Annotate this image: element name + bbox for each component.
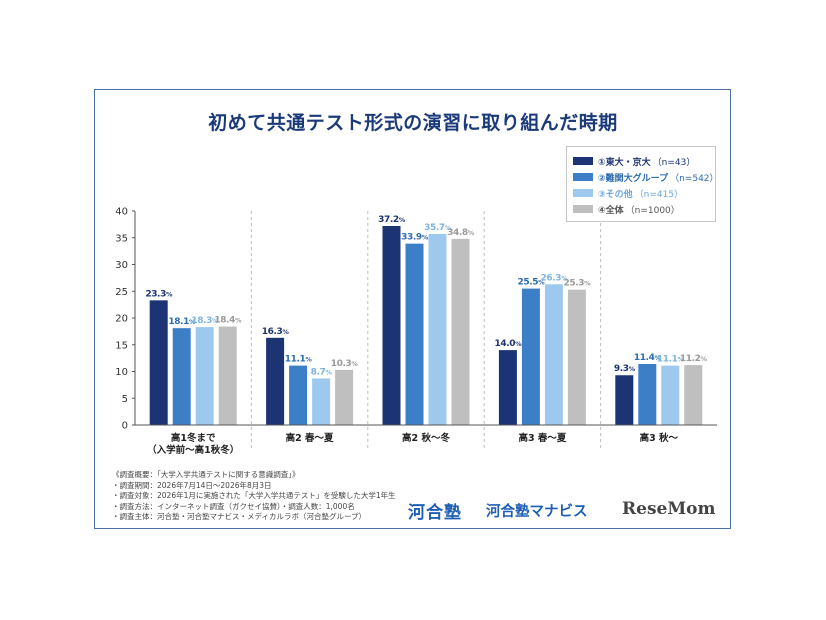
bar-value-label: 11.2% — [680, 354, 708, 364]
note-line: ・調査方法：インターネット調査（ガクセイ協賛）・調査人数：1,000名 — [112, 501, 355, 511]
bar-value-label: 14.0% — [495, 339, 523, 349]
legend-label: ③その他 — [598, 189, 633, 200]
resemom-logo: ReseMom — [622, 499, 716, 519]
chart-title: 初めて共通テスト形式の演習に取り組んだ時期 — [208, 112, 618, 134]
legend-n: （n=43） — [652, 157, 696, 168]
category-label: 高2 春〜夏 — [286, 432, 334, 444]
bar — [544, 284, 563, 425]
bar-value-label: 11.4% — [634, 353, 662, 363]
y-tick-label: 15 — [115, 340, 128, 351]
bar — [382, 225, 401, 425]
y-tick-label: 25 — [115, 287, 128, 298]
category-label: 高3 春〜夏 — [518, 432, 566, 444]
bar — [428, 234, 447, 425]
legend-n: （n=1000） — [625, 205, 680, 216]
y-tick-label: 30 — [115, 260, 128, 271]
bar-value-label: 34.8% — [447, 228, 475, 238]
legend-n: （n=415） — [634, 189, 684, 200]
bar — [172, 328, 191, 425]
bar-value-label: 16.3% — [262, 327, 290, 337]
bar — [149, 300, 168, 425]
bar — [661, 365, 680, 425]
bar-value-label: 18.3% — [191, 316, 219, 326]
legend-swatch — [573, 157, 593, 165]
category-label: 高1冬まで — [171, 432, 216, 444]
legend-label: ②難関大グループ — [598, 173, 669, 184]
bar-value-label: 9.3% — [614, 364, 636, 374]
bar — [266, 337, 285, 425]
category-label: 高2 秋〜冬 — [402, 432, 450, 444]
legend-swatch — [573, 189, 593, 197]
y-tick-label: 5 — [122, 394, 128, 405]
legend-item-tokyo-kyoto: ①東大・京大 （n=43） — [573, 153, 709, 169]
survey-notes: 《調査概要：「大学入学共通テストに関する意識調査」》 ・調査期間：2026年7月… — [112, 470, 412, 523]
bar-value-label: 25.3% — [564, 279, 592, 289]
bar — [405, 243, 424, 425]
chart-legend: ①東大・京大 （n=43） ②難関大グループ （n=542） ③その他 （n=4… — [566, 146, 719, 222]
legend-item-difficult-group: ②難関大グループ （n=542） — [573, 169, 719, 185]
note-line: 《調査概要：「大学入学共通テストに関する意識調査」》 — [112, 470, 300, 479]
bar — [289, 365, 308, 425]
legend-n: （n=542） — [670, 173, 719, 184]
bar — [451, 238, 470, 425]
category-label: 高3 秋〜 — [640, 432, 679, 444]
bar — [195, 327, 214, 425]
bar-value-label: 35.7% — [424, 223, 452, 233]
note-line: ・調査対象：2026年1月に実施された「大学入学共通テスト」を受験した大学1年生 — [112, 491, 396, 500]
manabis-logo: 河合塾マナビス — [486, 504, 588, 520]
bar-value-label: 26.3% — [541, 273, 569, 283]
bar-value-label: 11.1% — [285, 355, 313, 365]
y-tick-label: 10 — [115, 367, 128, 378]
kawaijuku-logo: 河合塾 — [408, 503, 462, 523]
y-tick-label: 0 — [122, 421, 128, 432]
bar — [498, 350, 517, 425]
legend-item-other: ③その他 （n=415） — [573, 185, 709, 201]
bar-value-label: 8.7% — [311, 367, 333, 377]
bar-value-label: 33.9% — [401, 233, 429, 243]
note-line: ・調査主体：河合塾・河合塾マナビス・メディカルラボ（河合塾グループ） — [112, 512, 367, 521]
bar-value-label: 10.3% — [331, 359, 359, 369]
bar — [684, 365, 703, 425]
bar-value-label: 18.1% — [168, 317, 196, 327]
bar — [335, 369, 354, 425]
bar-value-label: 25.5% — [518, 278, 546, 288]
y-tick-label: 40 — [115, 207, 128, 218]
legend-item-all: ④全体 （n=1000） — [573, 201, 709, 217]
legend-label: ①東大・京大 — [598, 157, 651, 168]
y-tick-label: 20 — [115, 314, 128, 325]
bar — [567, 289, 586, 425]
bar-value-label: 23.3% — [145, 289, 173, 299]
bar — [312, 378, 331, 425]
legend-label: ④全体 — [598, 205, 624, 216]
bar-value-label: 37.2% — [378, 215, 406, 225]
bar — [218, 326, 237, 425]
legend-swatch — [573, 173, 593, 181]
y-tick-label: 35 — [115, 233, 128, 244]
category-label: （入学前〜高1秋冬） — [147, 444, 239, 456]
legend-swatch — [573, 205, 593, 213]
bar-value-label: 11.1% — [657, 355, 685, 365]
note-line: ・調査期間：2026年7月14日〜2026年8月3日 — [112, 480, 272, 490]
bar-value-label: 18.4% — [214, 316, 242, 326]
bar — [615, 375, 634, 425]
bar — [638, 364, 657, 425]
bar — [521, 288, 540, 425]
